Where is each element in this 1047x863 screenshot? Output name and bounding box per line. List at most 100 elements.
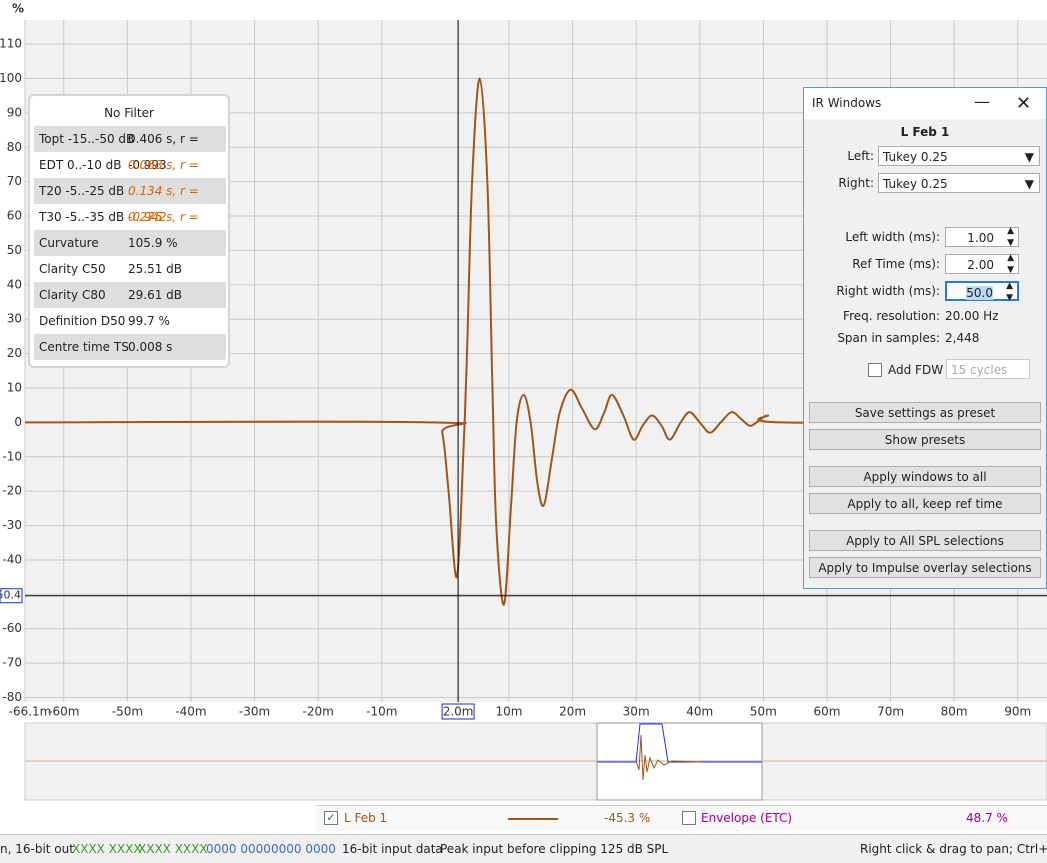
field-label: Right width (ms): [836, 284, 940, 298]
series-line [24, 77, 1047, 606]
metric-row: T30 -5..-35 dB0.275 s, r = -0.947 [34, 204, 226, 250]
overview-window-shape [597, 723, 762, 763]
x-tick-label: 50m [750, 705, 777, 719]
x-tick-label: -20m [303, 705, 334, 719]
x-tick-label: 20m [559, 705, 586, 719]
y-tick-label: -80 [2, 690, 22, 704]
metric-value: 0.406 s, r = -0.993 [128, 132, 199, 172]
metric-label: T20 -5..-25 dB [39, 184, 125, 198]
y-tick-label: 90 [7, 105, 22, 119]
info-label: Freq. resolution: [843, 309, 940, 323]
y-tick-label: 110 [0, 37, 22, 51]
legend-series: L Feb 1 [344, 811, 388, 825]
cursor-x-box [441, 703, 475, 720]
metric-value: 99.7 % [128, 314, 170, 328]
y-tick-label: -40 [2, 552, 22, 566]
action-button[interactable]: Show presets [809, 429, 1041, 450]
x-tick-label: 70m [877, 705, 904, 719]
metric-row: Clarity C50 25.51 dB [34, 256, 226, 282]
x-tick-label: 60m [813, 705, 840, 719]
minimize-button[interactable]: — [974, 92, 990, 111]
y-tick-label: 70 [7, 174, 22, 188]
action-button[interactable]: Apply to all, keep ref time [809, 493, 1041, 514]
x-tick-label: -50m [112, 705, 143, 719]
left-window-select[interactable]: Tukey 0.25 ▼ [878, 146, 1040, 166]
measurement-name: L Feb 1 [900, 125, 950, 139]
envelope-label: Envelope (ETC) [701, 811, 793, 825]
status-item: 16-bit input data [342, 842, 443, 856]
info-value: 20.00 Hz [945, 309, 999, 323]
info-value: 2,448 [945, 331, 980, 345]
metric-label: EDT 0..-10 dB [39, 158, 122, 172]
field-label: Ref Time (ms): [852, 257, 940, 271]
ir-windows-dialog: IR Windows — ✕ L Feb 1 Left: Tukey 0.25 ▼… [803, 87, 1047, 589]
metric-value: 0.134 s, r = -0.942 [128, 184, 199, 224]
y-tick-label: 50 [7, 243, 22, 257]
field-label: Left width (ms): [845, 230, 940, 244]
x-tick-label: -66.1m [9, 705, 52, 719]
status-bar: n, 16-bit out XXXX XXXX XXXX XXXX 0000 0000… [0, 834, 1047, 863]
y-tick-label: -60 [2, 621, 22, 635]
status-item: Right click & drag to pan; Ctrl+Righ [860, 842, 1047, 856]
metric-row: EDT 0..-10 dB0.068 s, r = -0.922 [34, 152, 226, 198]
y-tick-label: 40 [7, 277, 22, 291]
spinner[interactable]: ▲ ▼ [1006, 281, 1013, 303]
y-tick-label: 80 [7, 140, 22, 154]
envelope-readout: 48.7 % [966, 811, 1008, 825]
x-tick-label: -10m [366, 705, 397, 719]
y-tick-label: -70 [2, 656, 22, 670]
filter-panel: No Filter Topt -15..-50 dB 0.406 s, r = -… [28, 94, 230, 368]
x-tick-label: 40m [686, 705, 713, 719]
y-tick-label: 0 [14, 415, 22, 429]
metric-label: T30 -5..-35 dB [39, 210, 125, 224]
envelope-checkbox[interactable] [682, 811, 696, 825]
status-item: n, 16-bit out [0, 842, 74, 856]
metric-value: 25.51 dB [128, 262, 183, 276]
field-input[interactable]: 1.00 ▲ ▼ [945, 226, 1019, 248]
action-button[interactable]: Apply to All SPL selections [809, 530, 1041, 551]
cursor-y-label: 50.4 [0, 589, 21, 602]
left-label: Left: [847, 149, 874, 163]
field-input[interactable]: 2.00 ▲ ▼ [945, 253, 1019, 275]
fdw-checkbox[interactable] [868, 363, 882, 377]
legend-bar: ✓ L Feb 1 -45.3 % Envelope (ETC) 48.7 % [316, 805, 1047, 831]
action-button[interactable]: Apply windows to all [809, 466, 1041, 487]
field-input[interactable]: 50.0 ▲ ▼ [945, 281, 1019, 303]
metric-label: Definition D50 [39, 314, 126, 328]
metric-label: Clarity C50 [39, 262, 106, 276]
overview-trace [635, 734, 701, 781]
action-button[interactable]: Save settings as preset [809, 402, 1041, 423]
metric-value: 0.008 s [128, 340, 173, 354]
y-axis-label: % [12, 2, 24, 16]
field-value: 1.00 [967, 231, 994, 245]
spinner[interactable]: ▲ ▼ [1007, 253, 1014, 275]
x-tick-label: -30m [239, 705, 270, 719]
close-button[interactable]: ✕ [1016, 93, 1032, 114]
x-tick-label: -60m [48, 705, 79, 719]
field-value: 50.0 [966, 286, 993, 300]
x-tick-label: 10m [495, 705, 522, 719]
action-button[interactable]: Apply to Impulse overlay selections [809, 557, 1041, 578]
fdw-label: Add FDW [888, 363, 944, 377]
x-tick-label: 80m [941, 705, 968, 719]
series-checkbox[interactable]: ✓ [324, 811, 338, 825]
right-window-select[interactable]: Tukey 0.25 ▼ [878, 173, 1040, 193]
cursor-x-label: 2.0m [443, 705, 474, 719]
right-label: Right: [838, 176, 874, 190]
cursor-y-box [0, 588, 23, 604]
status-item: Peak input before clipping 125 dB SPL [440, 842, 669, 856]
metric-row: T20 -5..-25 dB 0.134 s, r = -0.942 [34, 178, 226, 224]
fdw-cycles[interactable]: 15 cycles [946, 359, 1030, 379]
metric-row: Curvature 105.9 % [34, 230, 226, 256]
overview [24, 722, 1047, 801]
y-tick-label: 10 [7, 380, 22, 394]
status-item: XXXX XXXX [138, 842, 208, 856]
fdw-cycles-value: 15 cycles [951, 363, 1008, 377]
metric-label: Curvature [39, 236, 99, 250]
status-item: 0000 0000 [271, 842, 336, 856]
select-value: Tukey 0.25 [883, 150, 948, 164]
y-tick-label: 100 [0, 71, 22, 85]
spinner[interactable]: ▲ ▼ [1007, 226, 1014, 248]
metric-value: 29.61 dB [128, 288, 183, 302]
status-item: XXXX XXXX [72, 842, 142, 856]
